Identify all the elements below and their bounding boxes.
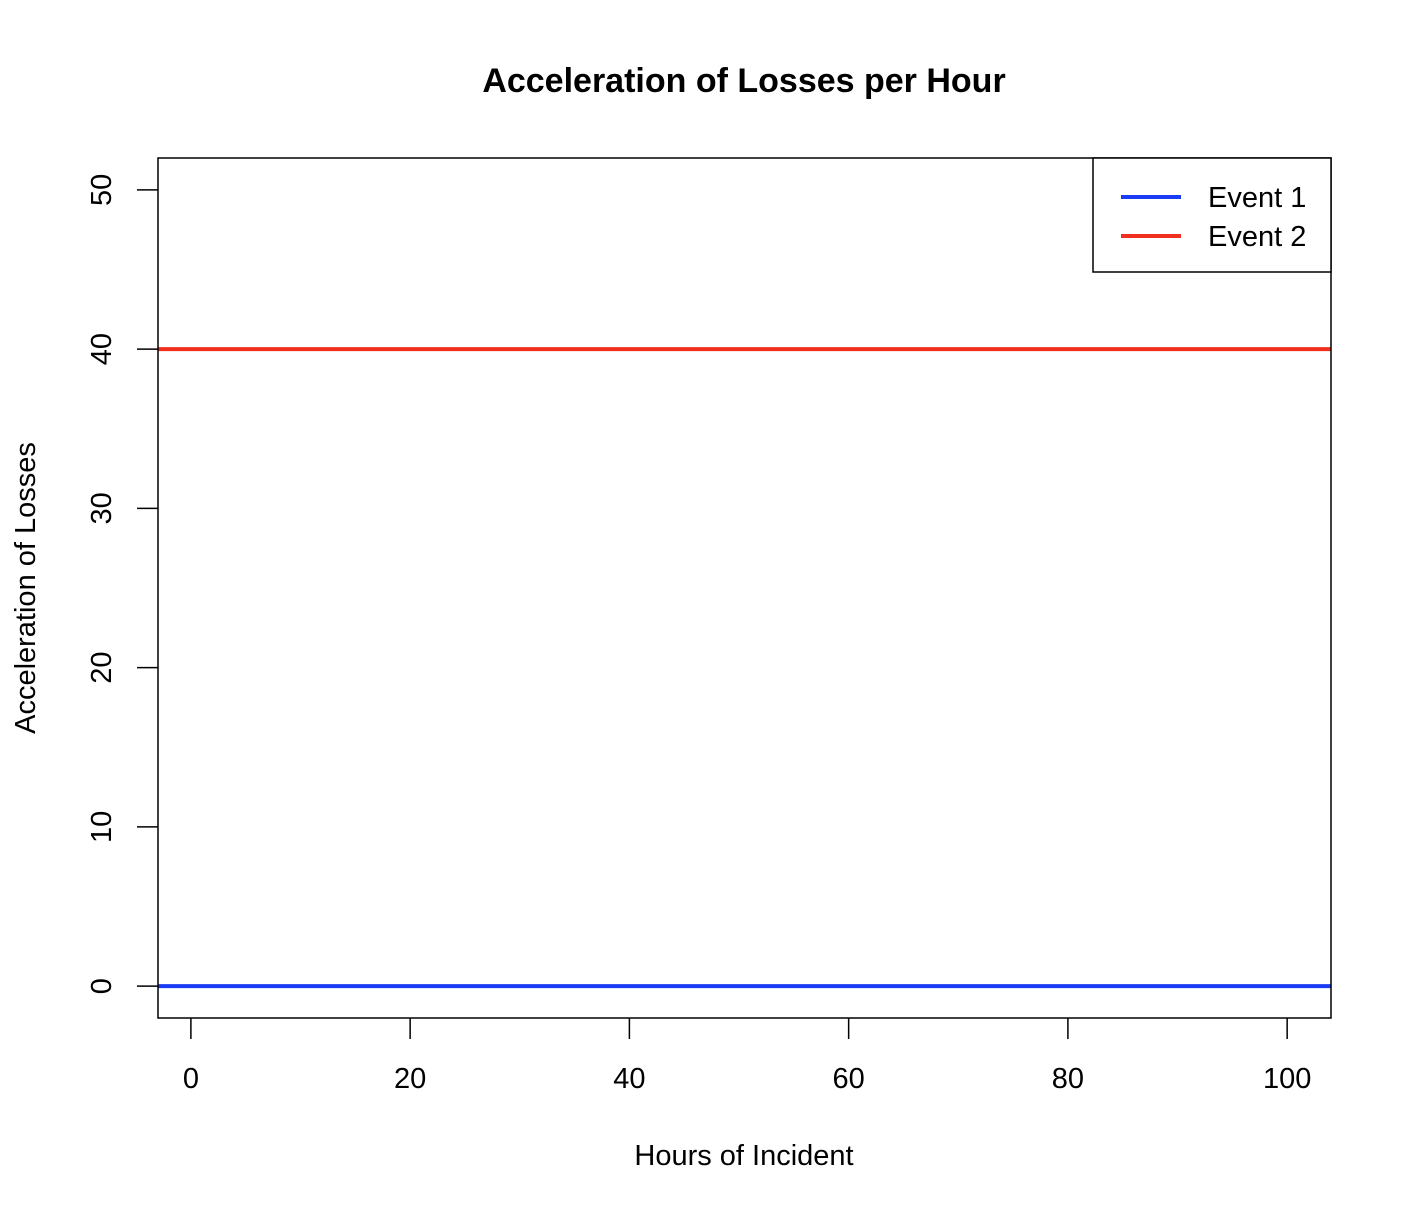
x-tick-label: 100 (1263, 1063, 1311, 1095)
x-tick-label: 80 (1052, 1063, 1084, 1095)
legend-box (1092, 157, 1332, 273)
series-layer (158, 347, 1331, 989)
x-tick-label: 40 (613, 1063, 645, 1095)
y-tick-label: 30 (86, 492, 118, 524)
y-tick-label: 50 (86, 174, 118, 206)
y-axis-label: Acceleration of Losses (10, 442, 42, 734)
plot-frame (157, 157, 1332, 1019)
legend-label-2: Event 2 (1208, 221, 1306, 253)
y-tick-label: 10 (86, 811, 118, 843)
x-axis: 0 20 40 60 80 100 (183, 1018, 1311, 1095)
x-axis-label: Hours of Incident (634, 1140, 853, 1172)
x-tick-label: 60 (833, 1063, 865, 1095)
x-tick-label: 20 (394, 1063, 426, 1095)
legend-label-1: Event 1 (1208, 182, 1306, 214)
y-tick-label: 40 (86, 333, 118, 365)
legend: Event 1 Event 2 (1092, 157, 1332, 273)
y-tick-label: 20 (86, 651, 118, 683)
chart-title: Acceleration of Losses per Hour (482, 62, 1005, 100)
x-tick-label: 0 (183, 1063, 199, 1095)
y-axis: 0 10 20 30 40 50 (86, 174, 158, 994)
y-tick-label: 0 (86, 978, 118, 994)
